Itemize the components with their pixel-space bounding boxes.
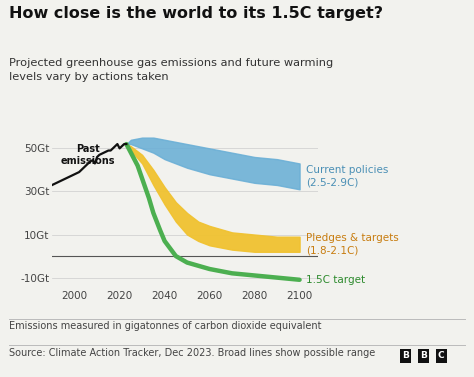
Text: 1.5C target: 1.5C target	[306, 275, 365, 285]
Text: Past
emissions: Past emissions	[61, 144, 115, 166]
Text: Source: Climate Action Tracker, Dec 2023. Broad lines show possible range: Source: Climate Action Tracker, Dec 2023…	[9, 348, 376, 358]
Text: C: C	[438, 351, 445, 360]
Text: Current policies
(2.5-2.9C): Current policies (2.5-2.9C)	[306, 165, 389, 188]
Text: B: B	[402, 351, 409, 360]
Text: How close is the world to its 1.5C target?: How close is the world to its 1.5C targe…	[9, 6, 383, 21]
Text: B: B	[420, 351, 427, 360]
Text: Projected greenhouse gas emissions and future warming
levels vary by actions tak: Projected greenhouse gas emissions and f…	[9, 58, 334, 83]
Text: Pledges & targets
(1.8-2.1C): Pledges & targets (1.8-2.1C)	[306, 233, 399, 256]
Text: Emissions measured in gigatonnes of carbon dioxide equivalent: Emissions measured in gigatonnes of carb…	[9, 321, 322, 331]
